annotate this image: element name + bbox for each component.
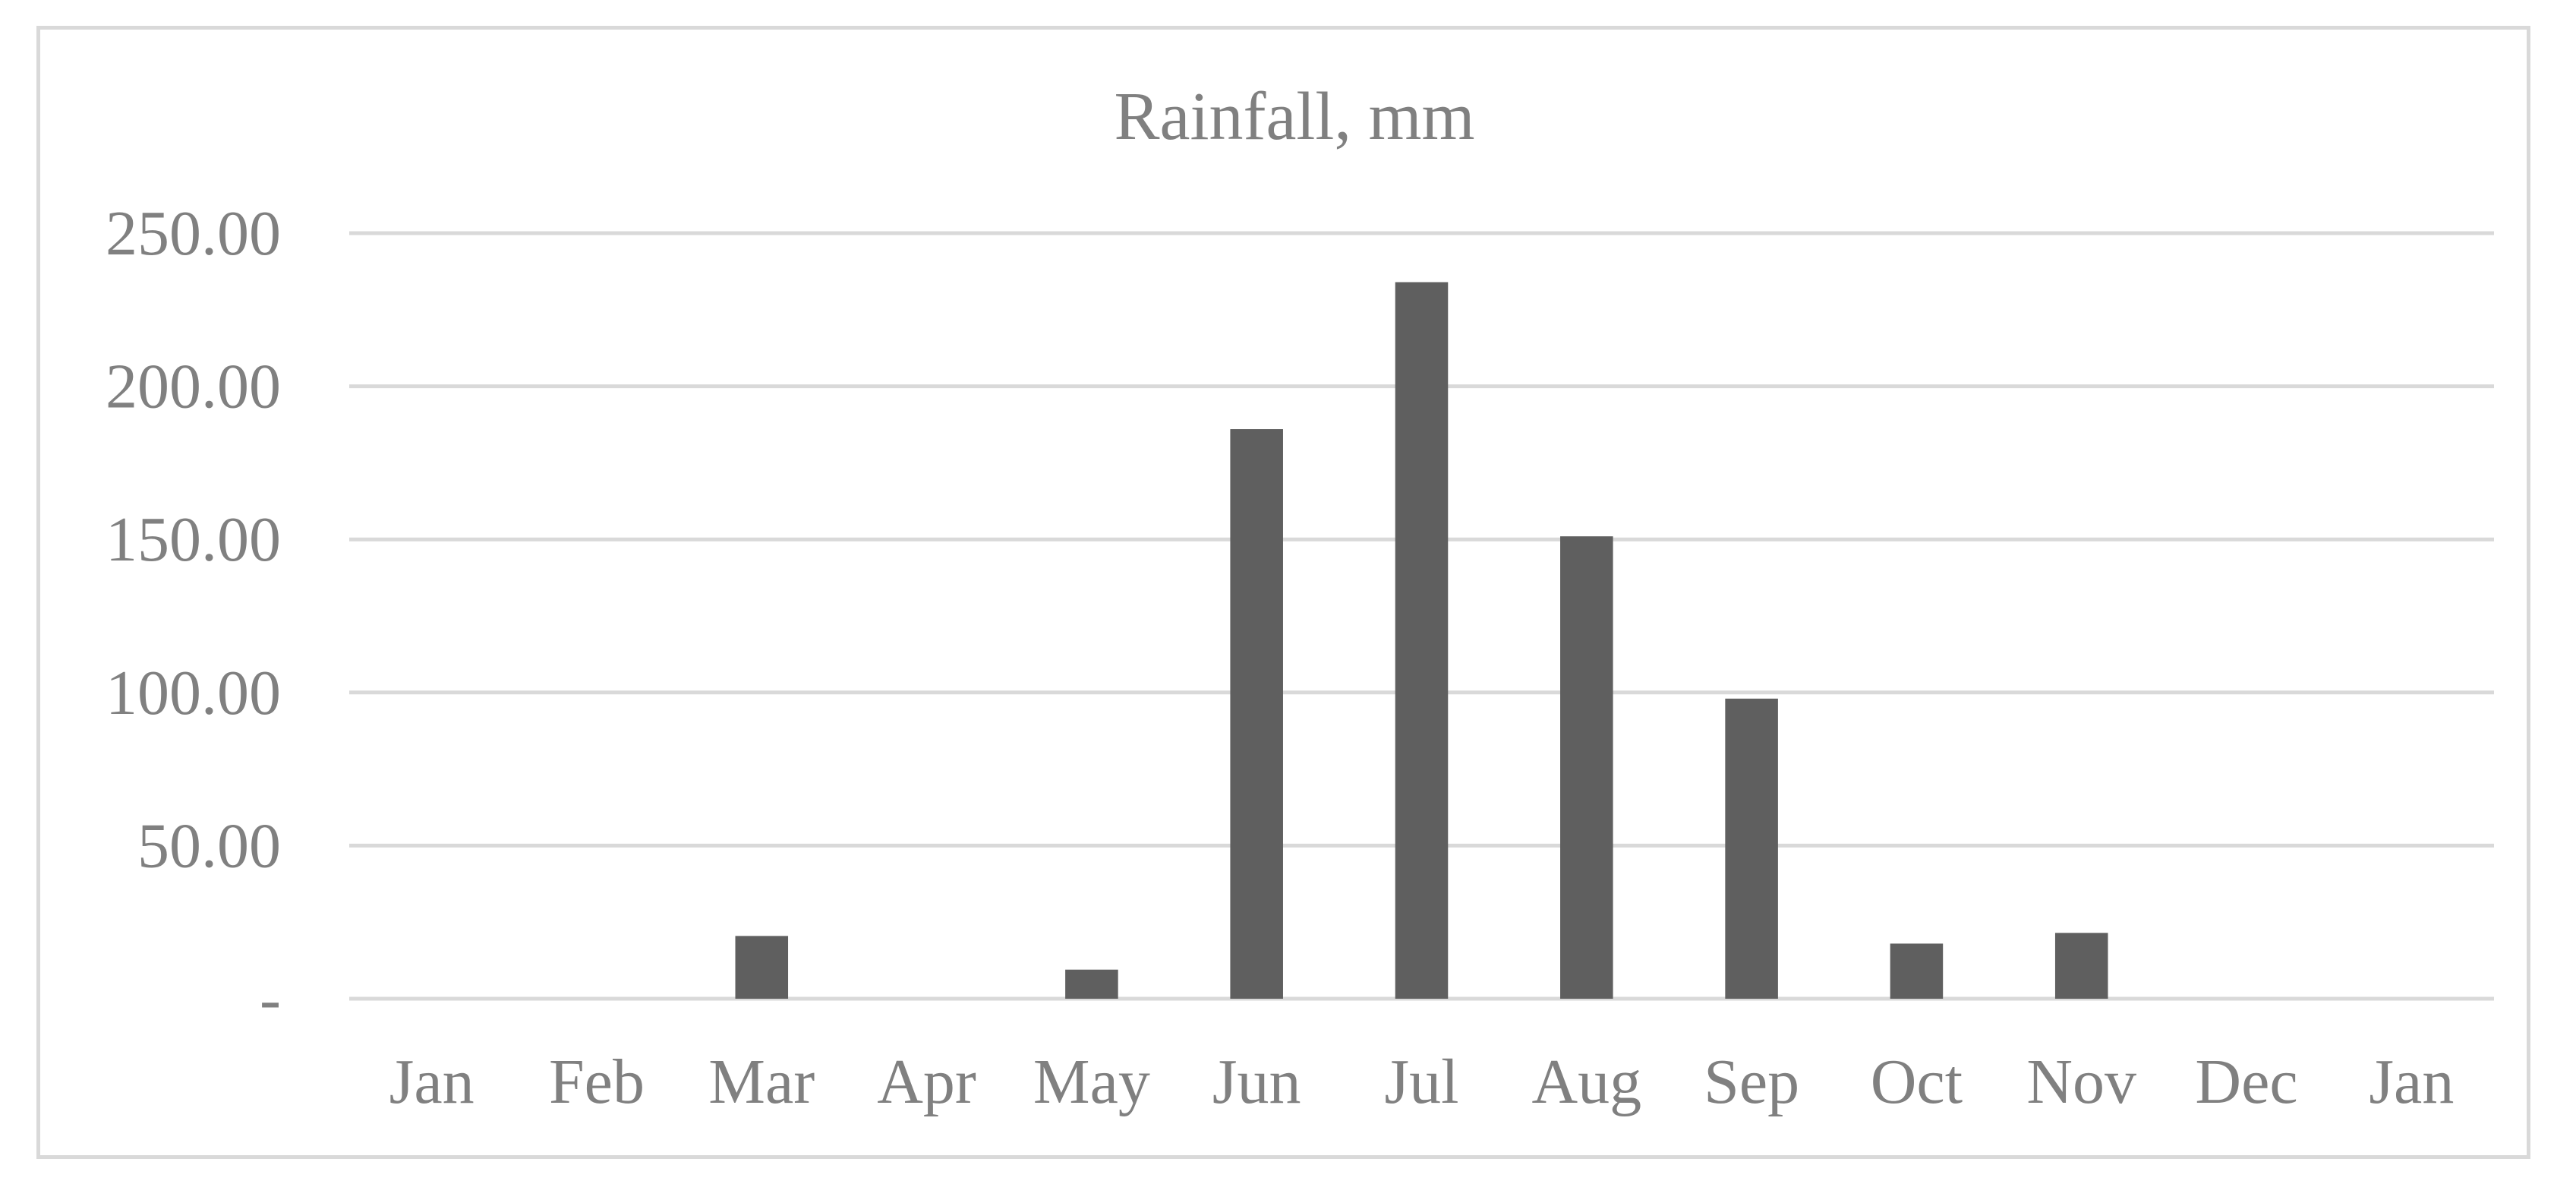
x-category-label: Jan xyxy=(389,1047,475,1117)
chart-title: Rainfall, mm xyxy=(1115,79,1475,154)
y-tick-label: 150.00 xyxy=(106,504,281,575)
x-category-label: Oct xyxy=(1871,1047,1963,1117)
bar-nov-10 xyxy=(2054,933,2108,999)
x-category-label: Dec xyxy=(2195,1047,2297,1117)
x-category-label: Feb xyxy=(549,1047,645,1117)
y-tick-label: 100.00 xyxy=(106,658,281,728)
x-category-label: Jul xyxy=(1384,1047,1458,1117)
x-category-label: May xyxy=(1033,1047,1150,1117)
y-tick-label: 50.00 xyxy=(137,810,281,881)
y-tick-label: 200.00 xyxy=(106,352,281,422)
bar-may-4 xyxy=(1065,969,1118,999)
bar-mar-2 xyxy=(735,936,789,999)
bar-sep-8 xyxy=(1725,698,1778,999)
bar-jun-5 xyxy=(1230,429,1283,999)
x-category-label: Sep xyxy=(1704,1047,1799,1117)
y-tick-label: 250.00 xyxy=(106,198,281,269)
x-category-label: Mar xyxy=(708,1047,815,1117)
x-axis-category-labels: Jan Feb Mar Apr May Jun Jul Aug Sep Oct Nov Dec Jan xyxy=(389,1047,2455,1117)
x-category-label: Jun xyxy=(1212,1047,1301,1117)
chart-frame xyxy=(36,26,2530,1159)
x-category-label: Apr xyxy=(877,1047,976,1117)
bar-aug-7 xyxy=(1560,536,1613,999)
y-axis-tick-labels: - 50.00 100.00 150.00 200.00 250.00 xyxy=(106,198,281,1034)
y-tick-label: - xyxy=(260,964,281,1034)
bar-oct-9 xyxy=(1890,943,1944,999)
x-category-label: Aug xyxy=(1531,1047,1641,1117)
bars xyxy=(735,282,2108,999)
x-category-label: Jan xyxy=(2369,1047,2454,1117)
bar-jul-6 xyxy=(1395,282,1449,999)
x-category-label: Nov xyxy=(2026,1047,2136,1117)
